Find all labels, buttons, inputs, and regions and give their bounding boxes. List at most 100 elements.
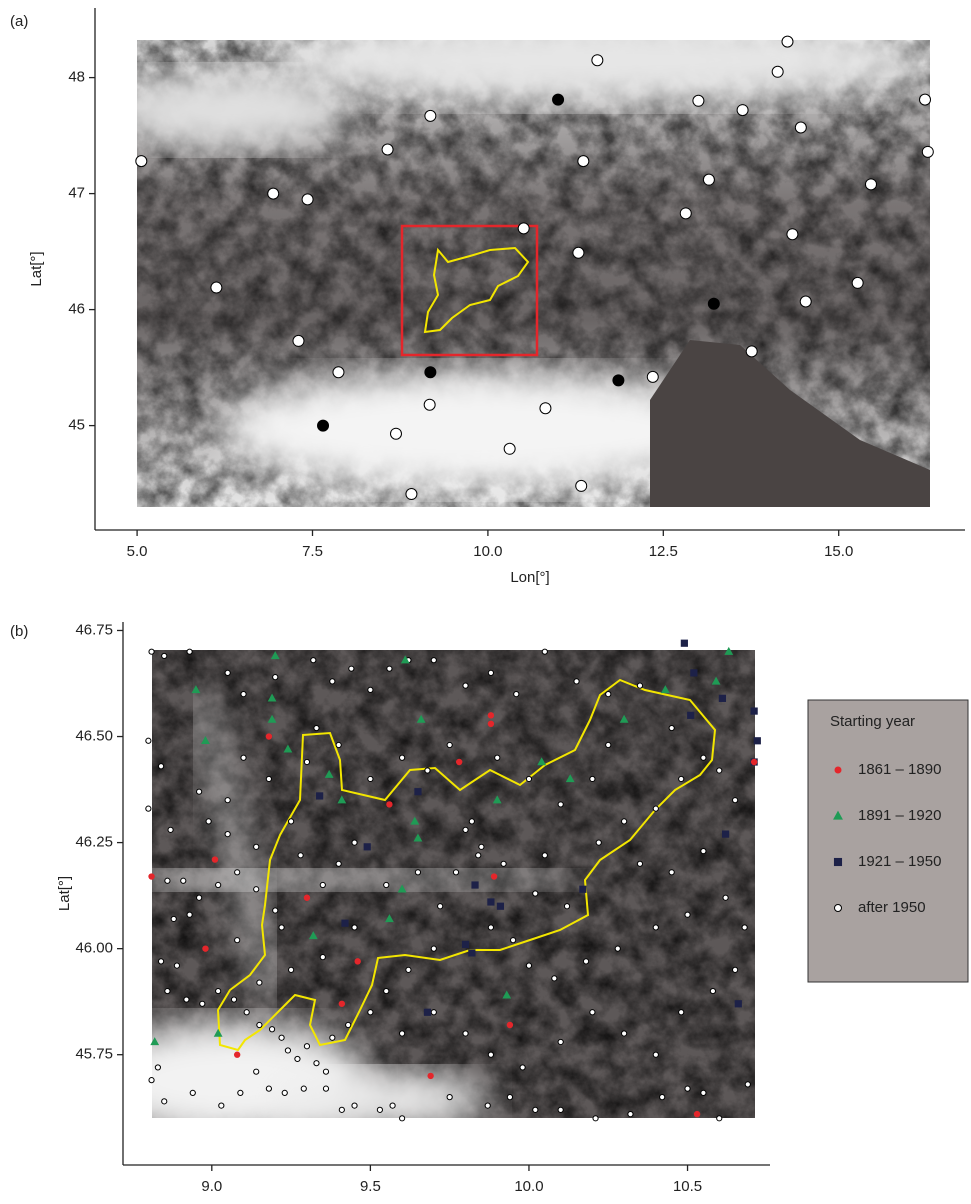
data-point — [488, 925, 493, 930]
data-point — [266, 733, 272, 739]
data-point — [298, 853, 303, 858]
data-point — [187, 649, 192, 654]
data-point — [723, 895, 728, 900]
data-point — [257, 1022, 262, 1027]
data-point — [504, 443, 515, 454]
data-point — [425, 367, 436, 378]
data-point — [795, 122, 806, 133]
data-point — [257, 980, 262, 985]
data-point — [165, 878, 170, 883]
data-point — [520, 1065, 525, 1070]
data-point — [593, 1116, 598, 1121]
data-point — [339, 1107, 344, 1112]
data-point — [399, 1116, 404, 1121]
data-point — [424, 399, 435, 410]
data-point — [431, 658, 436, 663]
data-point — [225, 670, 230, 675]
y-tick-label: 46 — [68, 301, 85, 318]
data-point — [495, 755, 500, 760]
data-point — [162, 653, 167, 658]
data-point — [333, 367, 344, 378]
data-point — [399, 755, 404, 760]
data-point — [669, 870, 674, 875]
data-point — [622, 1031, 627, 1036]
data-point — [285, 1048, 290, 1053]
data-point — [579, 886, 586, 893]
data-point — [427, 1073, 433, 1079]
data-point — [542, 853, 547, 858]
data-point — [425, 110, 436, 121]
data-point — [368, 687, 373, 692]
data-point — [578, 156, 589, 167]
y-tick-label: 48 — [68, 69, 85, 86]
data-point — [158, 764, 163, 769]
data-point — [479, 844, 484, 849]
data-point — [293, 335, 304, 346]
data-point — [282, 1090, 287, 1095]
data-point — [701, 755, 706, 760]
data-point — [592, 55, 603, 66]
data-point — [533, 891, 538, 896]
x-tick-label: 7.5 — [302, 543, 323, 560]
legend-box — [808, 700, 968, 982]
data-point — [386, 801, 392, 807]
data-point — [463, 1031, 468, 1036]
data-point — [238, 1090, 243, 1095]
data-point — [323, 1069, 328, 1074]
panel-label: (b) — [10, 623, 28, 640]
data-point — [339, 1001, 345, 1007]
data-point — [184, 997, 189, 1002]
data-point — [746, 346, 757, 357]
data-point — [346, 1022, 351, 1027]
data-point — [456, 759, 462, 765]
data-point — [323, 1086, 328, 1091]
y-tick-label: 46.25 — [75, 834, 113, 851]
panel-label: (a) — [10, 13, 28, 30]
data-point — [314, 725, 319, 730]
x-tick-label: 9.5 — [360, 1178, 381, 1195]
data-point — [717, 1116, 722, 1121]
data-point — [526, 963, 531, 968]
data-point — [463, 683, 468, 688]
data-point — [694, 1111, 700, 1117]
data-point — [406, 967, 411, 972]
y-tick-label: 47 — [68, 185, 85, 202]
data-point — [431, 1010, 436, 1015]
data-point — [438, 904, 443, 909]
data-point — [733, 967, 738, 972]
data-point — [469, 819, 474, 824]
data-point — [341, 920, 348, 927]
data-point — [165, 988, 170, 993]
data-point — [390, 428, 401, 439]
data-point — [717, 768, 722, 773]
data-point — [751, 759, 757, 765]
data-point — [268, 188, 279, 199]
data-point — [703, 174, 714, 185]
data-point — [425, 768, 430, 773]
data-point — [476, 853, 481, 858]
data-point — [364, 843, 371, 850]
data-point — [447, 1095, 452, 1100]
data-point — [235, 870, 240, 875]
data-point — [533, 1107, 538, 1112]
data-point — [679, 776, 684, 781]
data-point — [254, 844, 259, 849]
data-point — [501, 861, 506, 866]
data-point — [637, 683, 642, 688]
y-axis-label: Lat[°] — [28, 251, 45, 286]
data-point — [606, 742, 611, 747]
data-point — [406, 489, 417, 500]
data-point — [514, 692, 519, 697]
data-point — [518, 223, 529, 234]
legend-marker — [834, 858, 842, 866]
data-point — [295, 1056, 300, 1061]
data-point — [507, 1022, 513, 1028]
data-point — [320, 955, 325, 960]
legend-label: 1861 – 1890 — [858, 761, 941, 778]
data-point — [387, 666, 392, 671]
data-point — [424, 1009, 431, 1016]
data-point — [485, 1103, 490, 1108]
data-point — [708, 298, 719, 309]
data-point — [273, 908, 278, 913]
data-point — [187, 912, 192, 917]
